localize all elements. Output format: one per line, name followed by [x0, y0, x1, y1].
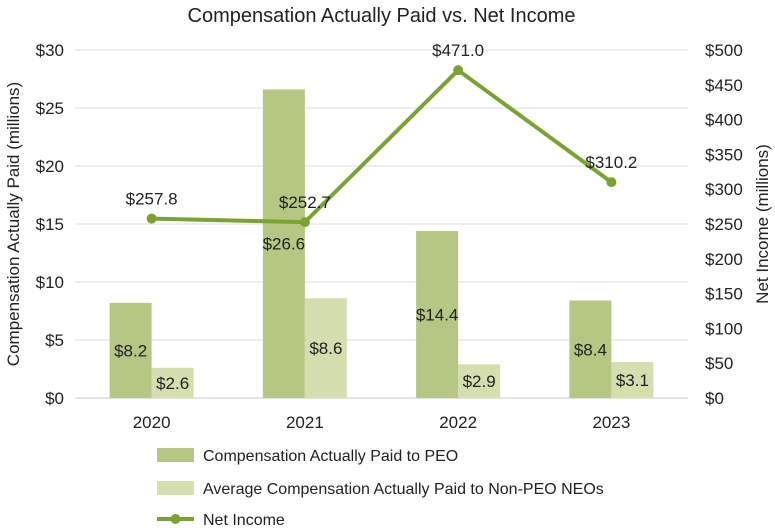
left-tick-label: $25: [36, 99, 64, 118]
bar-peo: [569, 300, 612, 398]
left-tick-label: $0: [45, 389, 64, 408]
right-tick-label: $250: [705, 215, 743, 234]
legend-swatch-net-income-marker: [170, 514, 181, 524]
net-income-point: [453, 65, 464, 76]
net-income-label: $257.8: [126, 190, 178, 209]
net-income-point: [146, 213, 157, 224]
bar-label-peo: $8.2: [114, 341, 147, 360]
right-tick-label: $0: [705, 389, 724, 408]
bar-non-peo: [611, 362, 654, 398]
bar-label-non-peo: $8.6: [309, 339, 342, 358]
left-tick-label: $30: [36, 41, 64, 60]
chart-title: Compensation Actually Paid vs. Net Incom…: [188, 5, 576, 27]
bar-non-peo: [304, 298, 347, 398]
net-income-line: [151, 68, 613, 225]
right-tick-label: $350: [705, 145, 743, 164]
bar-label-peo: $26.6: [263, 235, 306, 254]
left-axis-title: Compensation Actually Paid (millions): [4, 82, 23, 366]
bar-peo: [262, 89, 305, 398]
right-tick-label: $50: [705, 354, 733, 373]
right-tick-label: $200: [705, 250, 743, 269]
legend-label-non-peo: Average Compensation Actually Paid to No…: [203, 481, 604, 498]
right-tick-label: $500: [705, 41, 743, 60]
bar-label-non-peo: $2.6: [156, 374, 189, 393]
right-tick-label: $400: [705, 111, 743, 130]
legend-label-net-income: Net Income: [203, 512, 285, 529]
bar-label-non-peo: $2.9: [463, 372, 496, 391]
category-label: 2020: [133, 413, 171, 432]
right-tick-label: $100: [705, 319, 743, 338]
right-tick-label: $150: [705, 285, 743, 304]
right-tick-label: $450: [705, 76, 743, 95]
bar-label-peo: $8.4: [574, 340, 607, 359]
bar-non-peo: [458, 364, 501, 398]
legend-label-peo: Compensation Actually Paid to PEO: [203, 448, 458, 465]
left-tick-label: $20: [36, 157, 64, 176]
legend-swatch-peo: [157, 448, 194, 462]
bar-non-peo: [151, 367, 194, 398]
bar-label-peo: $14.4: [416, 305, 459, 324]
net-income-label: $252.7: [279, 193, 331, 212]
net-income-point: [606, 177, 617, 188]
bar-peo: [416, 230, 459, 398]
net-income-label: $310.2: [585, 153, 637, 172]
right-axis-title: Net Income (millions): [753, 144, 772, 304]
net-income-label: $471.0: [432, 41, 484, 60]
left-tick-label: $5: [45, 331, 64, 350]
left-tick-label: $15: [36, 215, 64, 234]
bar-label-non-peo: $3.1: [616, 371, 649, 390]
category-label: 2023: [592, 413, 630, 432]
legend-swatch-non-peo: [157, 481, 194, 495]
right-tick-label: $300: [705, 180, 743, 199]
category-label: 2021: [286, 413, 324, 432]
category-label: 2022: [439, 413, 477, 432]
net-income-point: [299, 217, 310, 228]
bar-peo: [109, 302, 152, 398]
left-tick-label: $10: [36, 273, 64, 292]
